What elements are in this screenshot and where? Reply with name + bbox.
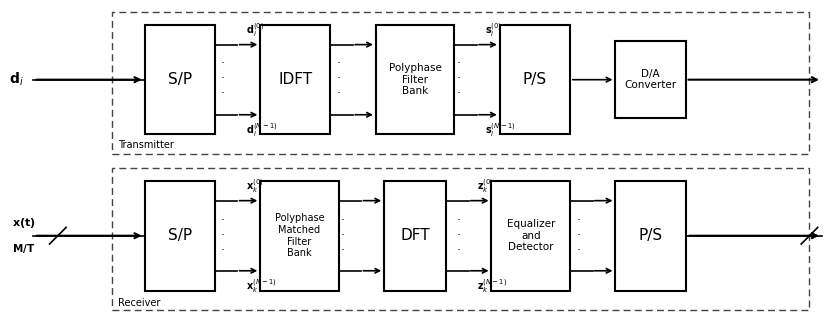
- Bar: [145, 181, 215, 290]
- Text: Transmitter: Transmitter: [118, 140, 174, 150]
- Text: $\mathbf{M/T}$: $\mathbf{M/T}$: [12, 242, 36, 255]
- Text: D/A
Converter: D/A Converter: [624, 69, 676, 91]
- Text: $\mathbf{s}_i^{(0)}$: $\mathbf{s}_i^{(0)}$: [486, 21, 502, 39]
- Text: $\mathbf{x}_k^{(N-1)}$: $\mathbf{x}_k^{(N-1)}$: [246, 277, 277, 294]
- Text: P/S: P/S: [523, 72, 547, 87]
- Bar: [260, 25, 330, 134]
- Bar: [615, 42, 686, 118]
- Text: $\mathbf{d}_i^{(0)}$: $\mathbf{d}_i^{(0)}$: [246, 21, 263, 39]
- Bar: [615, 181, 686, 290]
- Bar: [384, 181, 446, 290]
- Text: S/P: S/P: [168, 228, 192, 243]
- Text: $\mathbf{z}_k^{(0)}$: $\mathbf{z}_k^{(0)}$: [477, 177, 494, 195]
- Text: Receiver: Receiver: [118, 298, 160, 308]
- Bar: [491, 181, 570, 290]
- Bar: [500, 25, 570, 134]
- Text: Equalizer
and
Detector: Equalizer and Detector: [506, 219, 555, 252]
- Bar: [260, 181, 339, 290]
- Text: $\mathbf{x(t)}$: $\mathbf{x(t)}$: [12, 216, 36, 230]
- Text: Polyphase
Filter
Bank: Polyphase Filter Bank: [388, 63, 442, 96]
- Text: ·
·
·: · · ·: [221, 214, 225, 257]
- Text: ·
·
·: · · ·: [457, 214, 460, 257]
- Text: $\mathbf{d}_i$: $\mathbf{d}_i$: [9, 71, 24, 88]
- Text: IDFT: IDFT: [278, 72, 312, 87]
- Text: P/S: P/S: [638, 228, 662, 243]
- Bar: [112, 168, 809, 310]
- Text: $\mathbf{s}_i^{(N-1)}$: $\mathbf{s}_i^{(N-1)}$: [486, 121, 515, 138]
- Text: S/P: S/P: [168, 72, 192, 87]
- Text: ·
·
·: · · ·: [457, 57, 460, 101]
- Text: ·
·
·: · · ·: [341, 214, 344, 257]
- Text: ·
·
·: · · ·: [577, 214, 580, 257]
- Text: Polyphase
Matched
Filter
Bank: Polyphase Matched Filter Bank: [274, 213, 325, 258]
- Text: ·
·
·: · · ·: [221, 57, 225, 101]
- Text: DFT: DFT: [401, 228, 430, 243]
- Text: ·
·
·: · · ·: [337, 57, 340, 101]
- Bar: [145, 25, 215, 134]
- Text: $\mathbf{d}_i^{(N-1)}$: $\mathbf{d}_i^{(N-1)}$: [246, 121, 278, 138]
- Text: $\mathbf{x}_k^{(0)}$: $\mathbf{x}_k^{(0)}$: [246, 177, 263, 195]
- Bar: [376, 25, 454, 134]
- Bar: [112, 12, 809, 154]
- Text: $\mathbf{z}_k^{(N-1)}$: $\mathbf{z}_k^{(N-1)}$: [477, 277, 507, 294]
